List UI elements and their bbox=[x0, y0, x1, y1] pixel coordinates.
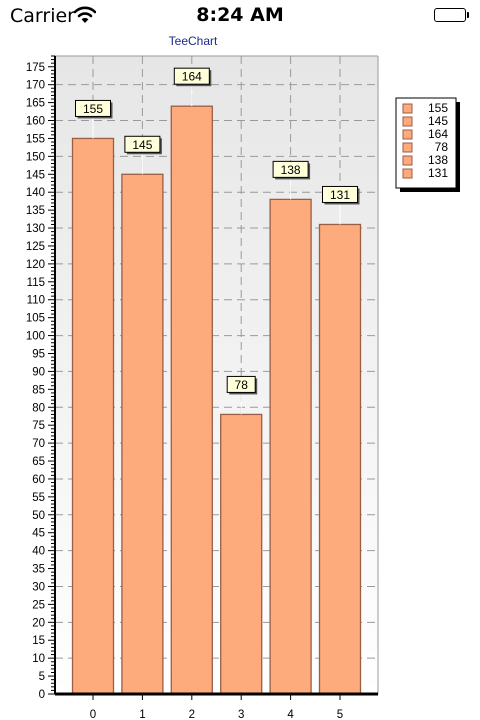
y-tick-label: 45 bbox=[32, 528, 45, 540]
x-tick-label: 5 bbox=[337, 709, 343, 720]
legend-label: 138 bbox=[428, 153, 448, 167]
carrier-label: Carrier bbox=[10, 5, 75, 27]
y-tick-label: 155 bbox=[26, 133, 45, 145]
y-tick-label: 20 bbox=[32, 617, 45, 629]
y-tick-label: 145 bbox=[26, 169, 45, 181]
bar bbox=[220, 413, 263, 695]
y-tick-label: 95 bbox=[32, 348, 45, 360]
y-tick-label: 160 bbox=[26, 116, 45, 128]
y-tick-label: 115 bbox=[27, 277, 45, 289]
legend-label: 145 bbox=[428, 114, 448, 128]
y-tick-label: 65 bbox=[32, 456, 45, 468]
data-label: 145 bbox=[132, 138, 152, 152]
y-tick-label: 135 bbox=[26, 205, 45, 217]
legend-swatch bbox=[402, 168, 413, 179]
wifi-icon bbox=[73, 6, 97, 28]
y-tick-label: 80 bbox=[32, 402, 45, 414]
y-tick-label: 25 bbox=[32, 599, 45, 611]
battery-icon bbox=[434, 8, 469, 22]
bar bbox=[71, 137, 115, 695]
y-tick-label: 40 bbox=[32, 546, 45, 558]
data-label: 78 bbox=[235, 378, 249, 392]
status-bar: Carrier 8:24 AM bbox=[0, 0, 480, 34]
x-tick-label: 4 bbox=[287, 709, 294, 720]
clock: 8:24 AM bbox=[196, 4, 284, 26]
legend-label: 131 bbox=[428, 166, 448, 180]
legend-swatch bbox=[402, 116, 413, 127]
x-tick-label: 0 bbox=[90, 709, 96, 720]
y-tick-label: 175 bbox=[26, 62, 45, 74]
y-tick-label: 100 bbox=[26, 331, 45, 343]
y-tick-label: 85 bbox=[32, 384, 45, 396]
y-tick-label: 110 bbox=[27, 295, 45, 307]
bar bbox=[269, 198, 312, 695]
y-tick-label: 50 bbox=[32, 510, 45, 522]
y-tick-label: 150 bbox=[26, 151, 45, 163]
bar bbox=[170, 105, 213, 695]
data-label-box bbox=[322, 185, 358, 203]
y-tick-label: 170 bbox=[26, 80, 45, 92]
data-label-box bbox=[75, 99, 111, 117]
y-tick-label: 15 bbox=[32, 635, 45, 647]
data-label-box bbox=[173, 67, 210, 85]
legend-label: 78 bbox=[435, 140, 449, 154]
x-tick-label: 3 bbox=[238, 709, 244, 720]
data-label-box bbox=[124, 135, 161, 153]
y-tick-label: 105 bbox=[26, 313, 45, 325]
x-tick-label: 2 bbox=[189, 709, 195, 720]
y-tick-label: 30 bbox=[32, 581, 45, 593]
data-label: 131 bbox=[330, 188, 350, 202]
y-tick-label: 90 bbox=[32, 366, 45, 378]
x-tick-label: 1 bbox=[139, 709, 145, 720]
legend-swatch bbox=[402, 103, 413, 114]
data-label: 138 bbox=[281, 163, 301, 177]
legend-swatch bbox=[402, 129, 413, 140]
bar bbox=[318, 223, 362, 695]
data-label-box bbox=[272, 160, 309, 178]
legend-swatch bbox=[402, 142, 413, 153]
legend-swatch bbox=[402, 155, 413, 166]
y-tick-label: 165 bbox=[26, 98, 45, 110]
y-tick-label: 10 bbox=[32, 653, 45, 665]
legend-label: 155 bbox=[428, 101, 448, 115]
y-tick-label: 125 bbox=[26, 241, 45, 253]
data-label: 164 bbox=[182, 70, 202, 84]
data-label-box bbox=[226, 375, 256, 393]
y-tick-label: 130 bbox=[26, 223, 45, 235]
data-label: 155 bbox=[83, 102, 103, 116]
y-tick-label: 60 bbox=[32, 474, 45, 486]
y-tick-label: 0 bbox=[39, 689, 45, 701]
y-tick-label: 120 bbox=[26, 259, 45, 271]
y-tick-label: 55 bbox=[32, 492, 45, 504]
legend-label: 164 bbox=[428, 127, 448, 141]
y-tick-label: 35 bbox=[32, 564, 45, 576]
y-tick-label: 70 bbox=[32, 438, 45, 450]
chart-title: TeeChart bbox=[169, 34, 218, 48]
y-tick-label: 5 bbox=[39, 671, 45, 683]
y-tick-label: 75 bbox=[32, 420, 45, 432]
bar bbox=[121, 173, 164, 695]
y-tick-label: 140 bbox=[26, 187, 45, 199]
